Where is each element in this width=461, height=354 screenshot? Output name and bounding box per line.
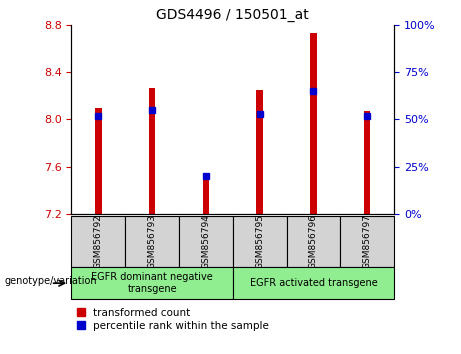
Bar — [364, 111, 371, 214]
Bar — [179, 216, 233, 267]
Bar — [340, 216, 394, 267]
Text: GSM856793: GSM856793 — [148, 214, 157, 269]
Text: GSM856797: GSM856797 — [363, 214, 372, 269]
Text: GSM856794: GSM856794 — [201, 214, 210, 269]
Legend: transformed count, percentile rank within the sample: transformed count, percentile rank withi… — [77, 308, 269, 331]
Bar — [149, 87, 155, 214]
Bar — [233, 267, 394, 299]
Text: GSM856792: GSM856792 — [94, 214, 103, 269]
Bar — [203, 179, 209, 214]
Text: EGFR dominant negative
transgene: EGFR dominant negative transgene — [91, 272, 213, 294]
Bar — [71, 267, 233, 299]
Bar — [125, 216, 179, 267]
Bar — [95, 108, 101, 214]
Bar — [256, 90, 263, 214]
Text: genotype/variation: genotype/variation — [5, 276, 97, 286]
Bar — [287, 216, 340, 267]
Bar — [71, 216, 125, 267]
Bar — [233, 216, 287, 267]
Bar — [310, 33, 317, 214]
Text: GSM856795: GSM856795 — [255, 214, 264, 269]
Text: EGFR activated transgene: EGFR activated transgene — [249, 278, 378, 288]
Title: GDS4496 / 150501_at: GDS4496 / 150501_at — [156, 8, 309, 22]
Text: GSM856796: GSM856796 — [309, 214, 318, 269]
